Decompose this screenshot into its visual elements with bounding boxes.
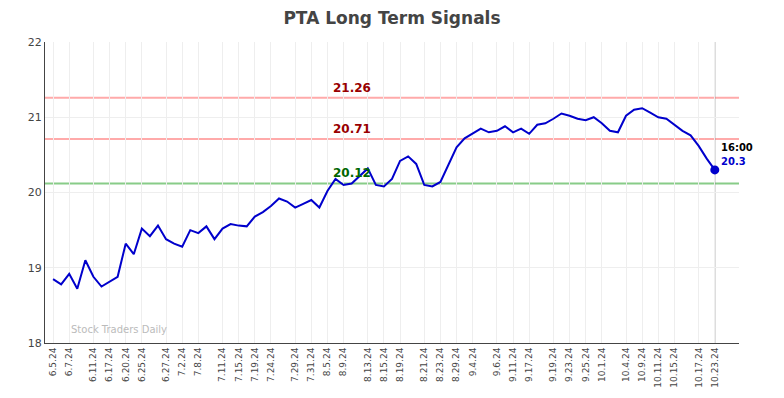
svg-text:8.19.24: 8.19.24 bbox=[395, 347, 405, 382]
svg-text:10.4.24: 10.4.24 bbox=[621, 347, 631, 382]
svg-text:20.71: 20.71 bbox=[333, 122, 371, 136]
svg-text:9.25.24: 9.25.24 bbox=[581, 347, 591, 382]
svg-text:10.9.24: 10.9.24 bbox=[637, 347, 647, 382]
svg-text:6.27.24: 6.27.24 bbox=[161, 347, 171, 382]
svg-text:6.11.24: 6.11.24 bbox=[88, 347, 98, 382]
svg-text:21: 21 bbox=[28, 111, 42, 124]
svg-text:7.8.24: 7.8.24 bbox=[193, 347, 203, 376]
svg-text:7.19.24: 7.19.24 bbox=[250, 347, 260, 382]
svg-text:9.19.24: 9.19.24 bbox=[548, 347, 558, 382]
svg-text:22: 22 bbox=[28, 36, 42, 49]
svg-text:7.11.24: 7.11.24 bbox=[217, 347, 227, 382]
svg-text:PTA Long Term Signals: PTA Long Term Signals bbox=[283, 8, 500, 28]
svg-text:8.23.24: 8.23.24 bbox=[435, 347, 445, 382]
svg-text:6.17.24: 6.17.24 bbox=[104, 347, 114, 382]
svg-text:6.25.24: 6.25.24 bbox=[137, 347, 147, 382]
svg-text:7.31.24: 7.31.24 bbox=[306, 347, 316, 382]
svg-text:9.4.24: 9.4.24 bbox=[468, 347, 478, 376]
svg-text:8.9.24: 8.9.24 bbox=[339, 347, 349, 376]
svg-text:7.24.24: 7.24.24 bbox=[266, 347, 276, 382]
svg-text:8.13.24: 8.13.24 bbox=[363, 347, 373, 382]
svg-text:19: 19 bbox=[28, 262, 42, 275]
svg-text:20.3: 20.3 bbox=[721, 156, 746, 167]
svg-text:16:00: 16:00 bbox=[721, 142, 753, 153]
svg-text:10.15.24: 10.15.24 bbox=[669, 347, 679, 387]
svg-text:9.6.24: 9.6.24 bbox=[492, 347, 502, 376]
svg-text:6.5.24: 6.5.24 bbox=[48, 347, 58, 376]
svg-text:10.17.24: 10.17.24 bbox=[694, 347, 704, 387]
svg-text:8.15.24: 8.15.24 bbox=[379, 347, 389, 382]
svg-text:10.11.24: 10.11.24 bbox=[653, 347, 663, 387]
svg-text:20: 20 bbox=[28, 186, 42, 199]
svg-text:7.2.24: 7.2.24 bbox=[177, 347, 187, 376]
svg-text:6.20.24: 6.20.24 bbox=[121, 347, 131, 382]
svg-text:8.5.24: 8.5.24 bbox=[322, 347, 332, 376]
svg-text:9.11.24: 9.11.24 bbox=[508, 347, 518, 382]
svg-text:Stock Traders Daily: Stock Traders Daily bbox=[71, 324, 167, 335]
svg-text:7.29.24: 7.29.24 bbox=[290, 347, 300, 382]
svg-text:10.23.24: 10.23.24 bbox=[710, 347, 720, 387]
svg-text:8.29.24: 8.29.24 bbox=[451, 347, 461, 382]
svg-text:20.12: 20.12 bbox=[333, 166, 371, 180]
svg-text:18: 18 bbox=[28, 337, 42, 350]
svg-text:9.17.24: 9.17.24 bbox=[524, 347, 534, 382]
svg-text:6.7.24: 6.7.24 bbox=[64, 347, 74, 376]
svg-text:10.1.24: 10.1.24 bbox=[597, 347, 607, 382]
svg-text:9.23.24: 9.23.24 bbox=[564, 347, 574, 382]
svg-text:21.26: 21.26 bbox=[333, 81, 371, 95]
svg-text:8.21.24: 8.21.24 bbox=[419, 347, 429, 382]
svg-text:7.15.24: 7.15.24 bbox=[234, 347, 244, 382]
